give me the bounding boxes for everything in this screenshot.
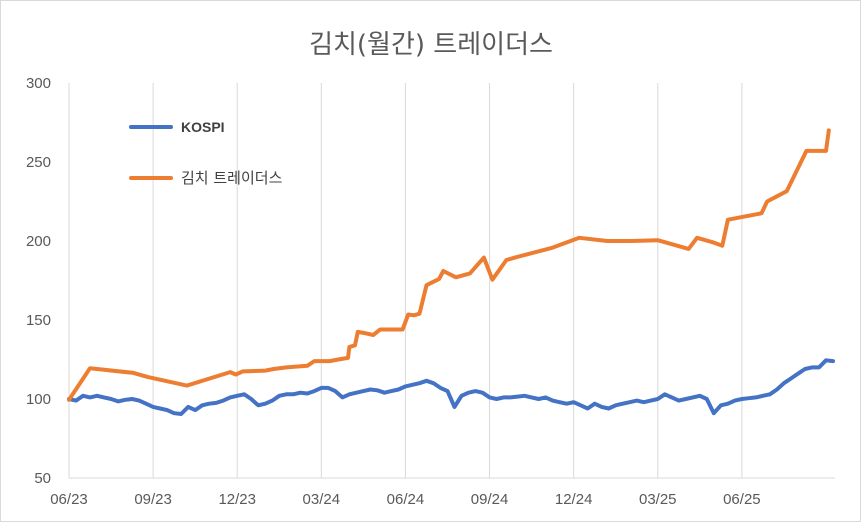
series-line-kospi bbox=[67, 358, 835, 416]
series-layer bbox=[67, 128, 835, 416]
y-tick-label: 200 bbox=[26, 233, 51, 250]
x-tick-label: 03/24 bbox=[303, 491, 341, 508]
legend-label: KOSPI bbox=[181, 119, 225, 135]
legend: KOSPI 김치 트레이더스 bbox=[129, 119, 283, 187]
y-tick-label: 250 bbox=[26, 154, 51, 171]
x-tick-label: 09/23 bbox=[134, 491, 172, 508]
y-tick-label: 100 bbox=[26, 391, 51, 408]
x-tick-label: 06/23 bbox=[50, 491, 88, 508]
series-line-kimchi-traders bbox=[67, 128, 831, 402]
x-tick-label: 12/23 bbox=[218, 491, 256, 508]
y-tick-label: 50 bbox=[34, 470, 51, 487]
y-tick-label: 150 bbox=[26, 312, 51, 329]
gridlines bbox=[68, 83, 743, 478]
x-tick-label: 12/24 bbox=[555, 491, 593, 508]
x-tick-label: 06/24 bbox=[387, 491, 425, 508]
x-tick-label: 03/25 bbox=[639, 491, 677, 508]
x-tick-label: 09/24 bbox=[471, 491, 509, 508]
chart-title: 김치(월간) 트레이더스 bbox=[309, 30, 553, 60]
legend-label: 김치 트레이더스 bbox=[181, 169, 283, 187]
y-tick-label: 300 bbox=[26, 75, 51, 92]
y-axis-ticks: 300 250 200 150 100 50 bbox=[26, 75, 51, 487]
x-axis-ticks: 06/23 09/23 12/23 03/24 06/24 09/24 12/24 03/25… bbox=[50, 491, 760, 508]
x-tick-label: 06/25 bbox=[723, 491, 761, 508]
